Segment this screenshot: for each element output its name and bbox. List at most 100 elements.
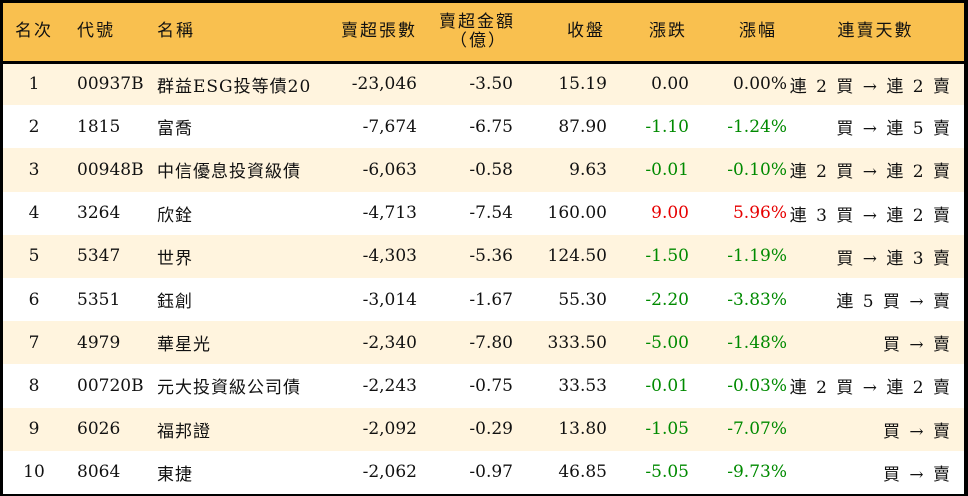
net-sell-ranking-table: 名次 代號 名稱 賣超張數 賣超金額 （億） 收盤 漲跌 漲幅 連賣天數 1 0… xyxy=(3,3,964,494)
rank-cell: 9 xyxy=(28,419,40,440)
table-row[interactable]: 8 00720B 元大投資級公司債 -2,243 -0.75 33.53 -0.… xyxy=(3,364,964,408)
close-price-cell: 9.63 xyxy=(569,159,607,180)
stock-name-cell[interactable]: 富喬 xyxy=(157,119,193,140)
header-change-pct[interactable]: 漲幅 xyxy=(689,3,787,64)
rank-cell: 2 xyxy=(28,116,40,137)
stock-name-cell[interactable]: 華星光 xyxy=(157,335,211,356)
net-sell-amount-cell: -0.58 xyxy=(469,159,513,180)
price-change-cell: -0.01 xyxy=(645,159,689,180)
header-net-sell-amount-label: 賣超金額 xyxy=(439,11,515,32)
change-pct-cell: -0.10% xyxy=(727,159,787,180)
streak-cell: 連 2 買 → 連 2 賣 xyxy=(789,378,952,399)
stock-code-cell[interactable]: 1815 xyxy=(77,116,121,137)
change-pct-cell: -9.73% xyxy=(727,462,787,483)
change-pct-cell: -1.19% xyxy=(727,246,787,267)
net-sell-amount-cell: -1.67 xyxy=(469,289,513,310)
streak-cell: 連 3 買 → 連 2 賣 xyxy=(789,205,952,226)
net-sell-lots-cell: -4,713 xyxy=(362,203,417,224)
close-price-cell: 55.30 xyxy=(558,289,607,310)
net-sell-amount-cell: -6.75 xyxy=(469,116,513,137)
close-price-cell: 33.53 xyxy=(558,375,607,396)
header-row: 名次 代號 名稱 賣超張數 賣超金額 （億） 收盤 漲跌 漲幅 連賣天數 xyxy=(3,3,964,64)
stock-name-cell[interactable]: 福邦證 xyxy=(157,421,211,442)
stock-code-cell[interactable]: 5347 xyxy=(77,246,121,267)
stock-name-cell[interactable]: 欣銓 xyxy=(157,205,193,226)
streak-cell: 買 → 賣 xyxy=(882,464,952,485)
stock-name-cell[interactable]: 世界 xyxy=(157,248,193,269)
table-row[interactable]: 6 5351 鈺創 -3,014 -1.67 55.30 -2.20 -3.83… xyxy=(3,277,964,322)
net-sell-amount-cell: -7.80 xyxy=(469,332,513,353)
price-change-cell: 0.00 xyxy=(651,74,689,95)
table-body: 1 00937B 群益ESG投等債20 -23,046 -3.50 15.19 … xyxy=(3,62,964,494)
table-row[interactable]: 2 1815 富喬 -7,674 -6.75 87.90 -1.10 -1.24… xyxy=(3,105,964,149)
header-name[interactable]: 名稱 xyxy=(149,3,323,64)
close-price-cell: 13.80 xyxy=(558,419,607,440)
close-price-cell: 87.90 xyxy=(558,116,607,137)
rank-cell: 10 xyxy=(23,462,45,483)
price-change-cell: -5.00 xyxy=(645,332,689,353)
streak-cell: 買 → 賣 xyxy=(882,335,952,356)
stock-name-cell[interactable]: 元大投資級公司債 xyxy=(157,378,301,399)
change-pct-cell: -3.83% xyxy=(727,289,787,310)
change-pct-cell: 5.96% xyxy=(732,203,787,224)
streak-cell: 買 → 賣 xyxy=(882,421,952,442)
net-sell-lots-cell: -23,046 xyxy=(351,74,417,95)
rank-cell: 6 xyxy=(28,289,40,310)
change-pct-cell: -1.24% xyxy=(727,116,787,137)
net-sell-amount-cell: -0.75 xyxy=(469,375,513,396)
table-row[interactable]: 7 4979 華星光 -2,340 -7.80 333.50 -5.00 -1.… xyxy=(3,321,964,365)
rank-cell: 8 xyxy=(28,375,40,396)
net-sell-amount-cell: -0.97 xyxy=(469,462,513,483)
stock-code-cell[interactable]: 00720B xyxy=(77,375,144,396)
close-price-cell: 333.50 xyxy=(547,332,607,353)
net-sell-lots-cell: -2,243 xyxy=(362,375,417,396)
table-row[interactable]: 4 3264 欣銓 -4,713 -7.54 160.00 9.00 5.96%… xyxy=(3,191,964,235)
header-net-sell-lots[interactable]: 賣超張數 xyxy=(323,3,417,64)
table-row[interactable]: 9 6026 福邦證 -2,092 -0.29 13.80 -1.05 -7.0… xyxy=(3,407,964,451)
price-change-cell: -2.20 xyxy=(645,289,689,310)
rank-cell: 1 xyxy=(28,74,40,95)
table-row[interactable]: 10 8064 東捷 -2,062 -0.97 46.85 -5.05 -9.7… xyxy=(3,450,964,494)
stock-name-cell[interactable]: 中信優息投資級債 xyxy=(157,162,301,183)
table-row[interactable]: 3 00948B 中信優息投資級債 -6,063 -0.58 9.63 -0.0… xyxy=(3,148,964,192)
stock-code-cell[interactable]: 00937B xyxy=(77,74,144,95)
table-row[interactable]: 5 5347 世界 -4,303 -5.36 124.50 -1.50 -1.1… xyxy=(3,234,964,278)
header-streak[interactable]: 連賣天數 xyxy=(787,3,964,64)
change-pct-cell: 0.00% xyxy=(732,74,787,95)
stock-name-cell[interactable]: 東捷 xyxy=(157,464,193,485)
rank-cell: 3 xyxy=(28,159,40,180)
header-code[interactable]: 代號 xyxy=(65,3,149,64)
stock-code-cell[interactable]: 6026 xyxy=(77,419,121,440)
price-change-cell: -1.50 xyxy=(645,246,689,267)
stock-name-cell[interactable]: 鈺創 xyxy=(157,292,193,313)
streak-cell: 買 → 連 3 賣 xyxy=(836,248,952,269)
rank-cell: 7 xyxy=(28,332,40,353)
streak-cell: 連 2 買 → 連 2 賣 xyxy=(789,76,952,97)
streak-cell: 連 2 買 → 連 2 賣 xyxy=(789,162,952,183)
header-change[interactable]: 漲跌 xyxy=(607,3,689,64)
stock-code-cell[interactable]: 4979 xyxy=(77,332,121,353)
net-sell-amount-cell: -0.29 xyxy=(469,419,513,440)
net-sell-amount-cell: -5.36 xyxy=(469,246,513,267)
rank-cell: 4 xyxy=(28,203,40,224)
streak-cell: 買 → 連 5 賣 xyxy=(836,119,952,140)
price-change-cell: -0.01 xyxy=(645,375,689,396)
net-sell-lots-cell: -2,340 xyxy=(362,332,417,353)
stock-code-cell[interactable]: 3264 xyxy=(77,203,121,224)
stock-code-cell[interactable]: 8064 xyxy=(77,462,121,483)
net-sell-lots-cell: -3,014 xyxy=(362,289,417,310)
stock-code-cell[interactable]: 00948B xyxy=(77,159,144,180)
header-close[interactable]: 收盤 xyxy=(517,3,607,64)
stock-code-cell[interactable]: 5351 xyxy=(77,289,121,310)
header-net-sell-amount-unit: （億） xyxy=(450,30,507,51)
price-change-cell: -1.05 xyxy=(645,419,689,440)
net-sell-amount-cell: -7.54 xyxy=(469,203,513,224)
header-rank[interactable]: 名次 xyxy=(3,3,65,64)
change-pct-cell: -1.48% xyxy=(727,332,787,353)
header-net-sell-amount[interactable]: 賣超金額 （億） xyxy=(417,3,517,64)
close-price-cell: 46.85 xyxy=(558,462,607,483)
table-row[interactable]: 1 00937B 群益ESG投等債20 -23,046 -3.50 15.19 … xyxy=(3,62,964,106)
stock-name-cell[interactable]: 群益ESG投等債20 xyxy=(157,76,312,97)
close-price-cell: 124.50 xyxy=(547,246,607,267)
net-sell-amount-cell: -3.50 xyxy=(469,74,513,95)
